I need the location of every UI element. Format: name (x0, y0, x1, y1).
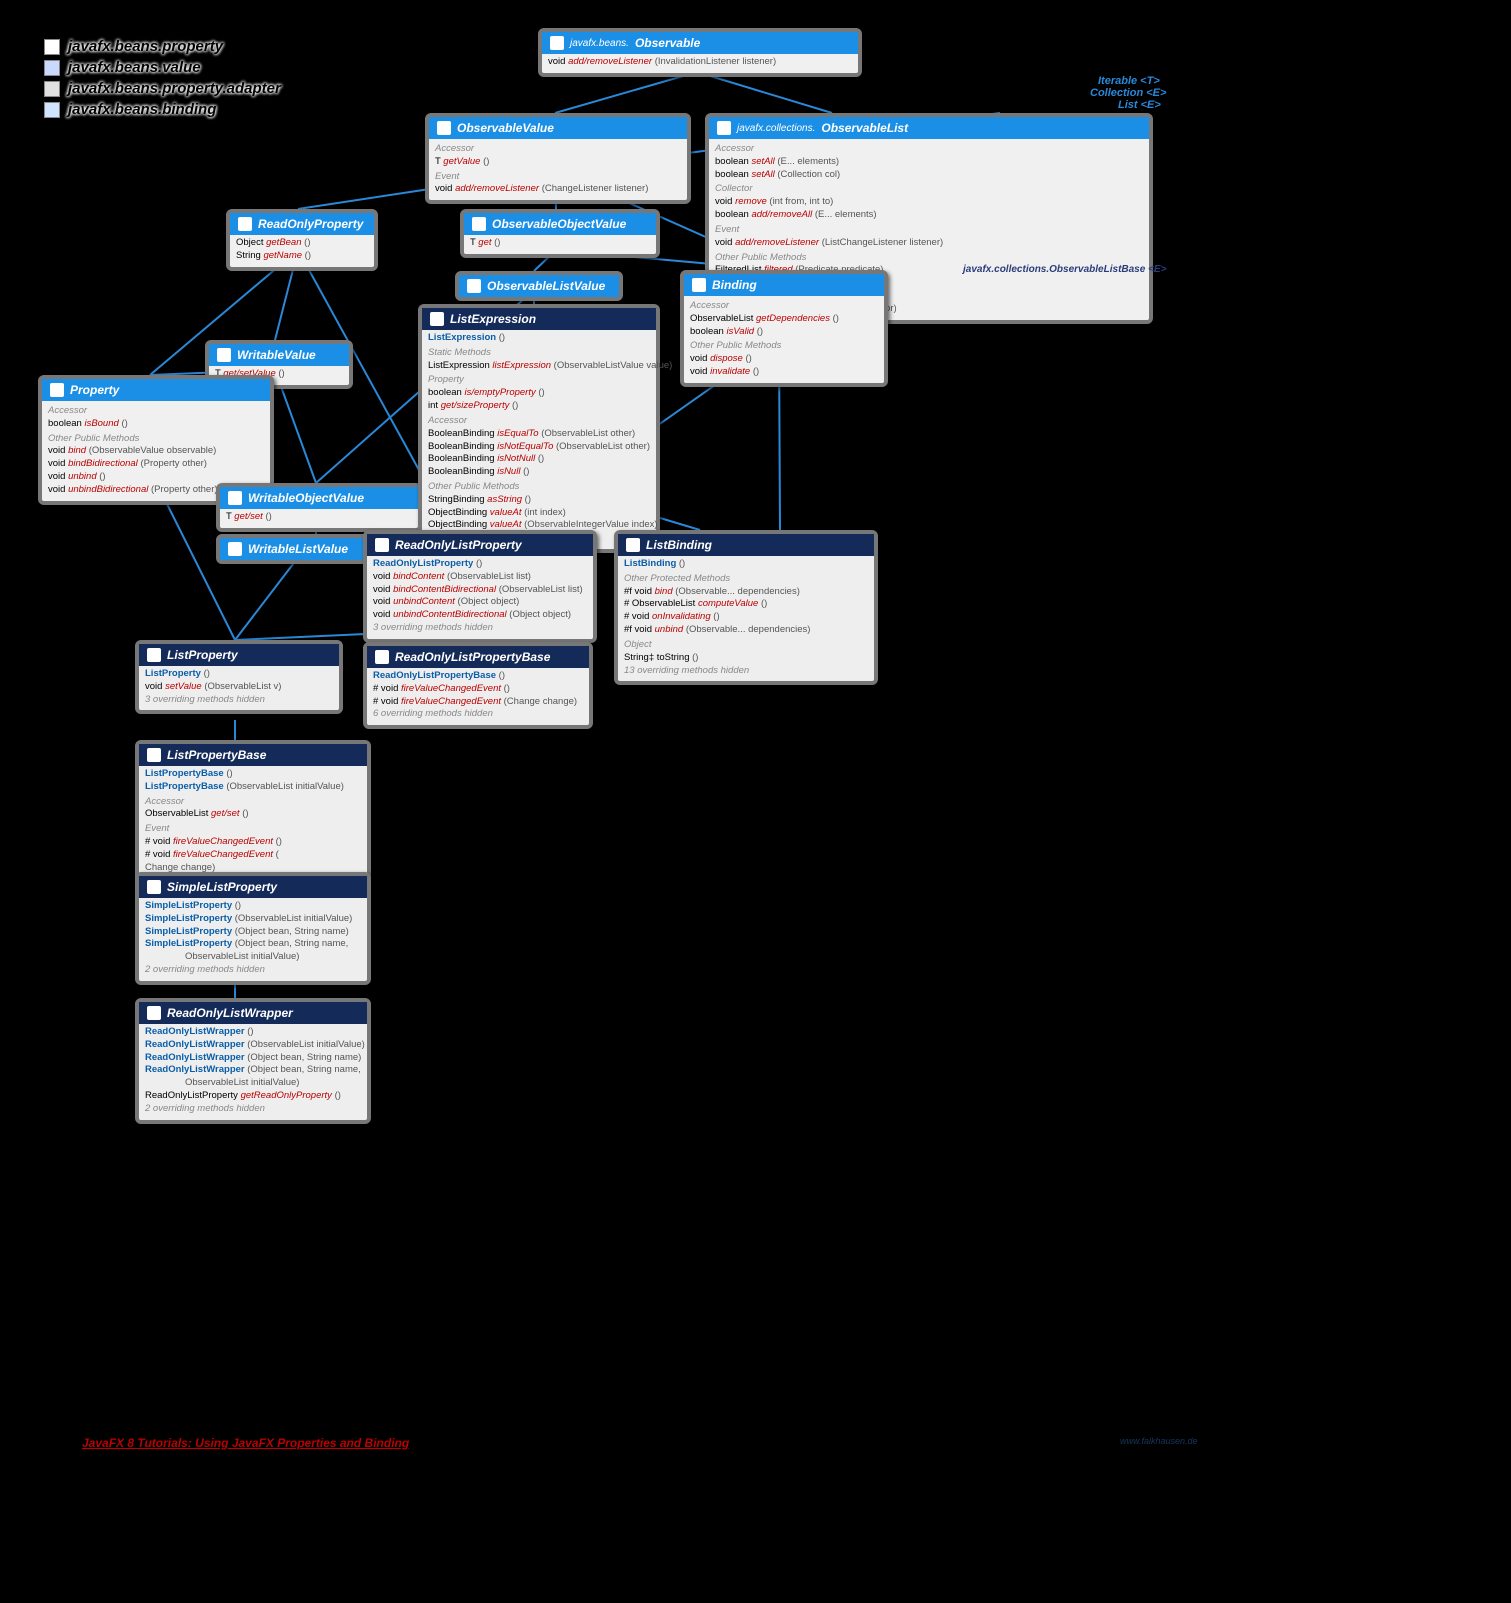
legend-item: javafx.beans.property.adapter (44, 78, 283, 99)
class-box-observableObjectValue: ObservableObjectValue T get () (460, 209, 660, 258)
class-header: ReadOnlyListWrapper (139, 1002, 367, 1024)
class-box-readOnlyProperty: ReadOnlyProperty Object getBean ()String… (226, 209, 378, 271)
class-box-writableListValue: WritableListValue (216, 534, 384, 564)
class-body: ListBinding ()Other Protected Methods#f … (618, 556, 874, 681)
class-icon (550, 36, 564, 50)
legend-item: javafx.beans.binding (44, 99, 283, 120)
class-header: ObservableListValue (459, 275, 619, 297)
class-body: ReadOnlyListPropertyBase ()# void fireVa… (367, 668, 589, 725)
tutorial-link[interactable]: JavaFX 8 Tutorials: Using JavaFX Propert… (82, 1436, 409, 1450)
class-icon (717, 121, 731, 135)
class-icon (626, 538, 640, 552)
class-header: ReadOnlyListProperty (367, 534, 593, 556)
class-box-readOnlyListPropertyBase: ReadOnlyListPropertyBase ReadOnlyListPro… (363, 642, 593, 729)
class-icon (147, 880, 161, 894)
class-header: SimpleListProperty (139, 876, 367, 898)
class-body: ReadOnlyListProperty ()void bindContent … (367, 556, 593, 639)
class-icon (467, 279, 481, 293)
class-header: javafx.beans.Observable (542, 32, 858, 54)
class-icon (147, 1006, 161, 1020)
class-header: Property (42, 379, 270, 401)
class-header: ObservableObjectValue (464, 213, 656, 235)
class-body: void add/removeListener (InvalidationLis… (542, 54, 858, 73)
class-box-listBinding: ListBinding ListBinding ()Other Protecte… (614, 530, 878, 685)
class-box-readOnlyListWrapper: ReadOnlyListWrapper ReadOnlyListWrapper … (135, 998, 371, 1124)
class-icon (430, 312, 444, 326)
class-box-readOnlyListProperty: ReadOnlyListProperty ReadOnlyListPropert… (363, 530, 597, 643)
class-header: Binding (684, 274, 884, 296)
class-box-listExpression: ListExpression ListExpression ()Static M… (418, 304, 660, 553)
class-body: AccessorT getValue ()Eventvoid add/remov… (429, 139, 687, 200)
class-header: ListProperty (139, 644, 339, 666)
external-type-label: javafx.collections.ObservableListBase <E… (963, 264, 1166, 275)
class-icon (472, 217, 486, 231)
class-header: WritableListValue (220, 538, 380, 560)
class-icon (50, 383, 64, 397)
external-type-label: Iterable <T> (1098, 75, 1160, 87)
legend-item: javafx.beans.value (44, 57, 283, 78)
external-type-label: List <E> (1118, 99, 1161, 111)
class-header: ListBinding (618, 534, 874, 556)
class-body: ListExpression ()Static Methods ListExpr… (422, 330, 656, 549)
class-icon (228, 542, 242, 556)
class-header: WritableObjectValue (220, 487, 418, 509)
class-box-observableListValue: ObservableListValue (455, 271, 623, 301)
class-body: Object getBean ()String getName () (230, 235, 374, 267)
class-box-writableObjectValue: WritableObjectValue T get/set () (216, 483, 422, 532)
watermark: www.falkhausen.de (1120, 1436, 1198, 1446)
class-box-observable: javafx.beans.Observablevoid add/removeLi… (538, 28, 862, 77)
class-body: ReadOnlyListWrapper ()ReadOnlyListWrappe… (139, 1024, 367, 1120)
class-body: T get/set () (220, 509, 418, 528)
class-header: javafx.collections.ObservableList (709, 117, 1149, 139)
class-icon (217, 348, 231, 362)
class-box-observableValue: ObservableValue AccessorT getValue ()Eve… (425, 113, 691, 204)
class-icon (437, 121, 451, 135)
class-header: WritableValue (209, 344, 349, 366)
class-icon (238, 217, 252, 231)
class-body: ListProperty ()void setValue (Observable… (139, 666, 339, 710)
class-body: AccessorObservableList getDependencies (… (684, 296, 884, 383)
class-header: ListPropertyBase (139, 744, 367, 766)
legend-item: javafx.beans.property (44, 36, 283, 57)
class-icon (147, 648, 161, 662)
class-header: ReadOnlyListPropertyBase (367, 646, 589, 668)
class-box-simpleListProperty: SimpleListProperty SimpleListProperty ()… (135, 872, 371, 985)
diagram-canvas: { "canvas": { "width": 1511, "height": 1… (0, 0, 1511, 1603)
class-icon (147, 748, 161, 762)
class-header: ReadOnlyProperty (230, 213, 374, 235)
package-legend: javafx.beans.propertyjavafx.beans.valuej… (30, 28, 297, 128)
class-header: ListExpression (422, 308, 656, 330)
class-header: ObservableValue (429, 117, 687, 139)
class-box-listProperty: ListProperty ListProperty ()void setValu… (135, 640, 343, 714)
class-body: T get () (464, 235, 656, 254)
class-body: SimpleListProperty ()SimpleListProperty … (139, 898, 367, 981)
class-icon (375, 538, 389, 552)
class-icon (228, 491, 242, 505)
external-type-label: Collection <E> (1090, 87, 1166, 99)
class-icon (692, 278, 706, 292)
class-box-binding: Binding AccessorObservableList getDepend… (680, 270, 888, 387)
class-icon (375, 650, 389, 664)
